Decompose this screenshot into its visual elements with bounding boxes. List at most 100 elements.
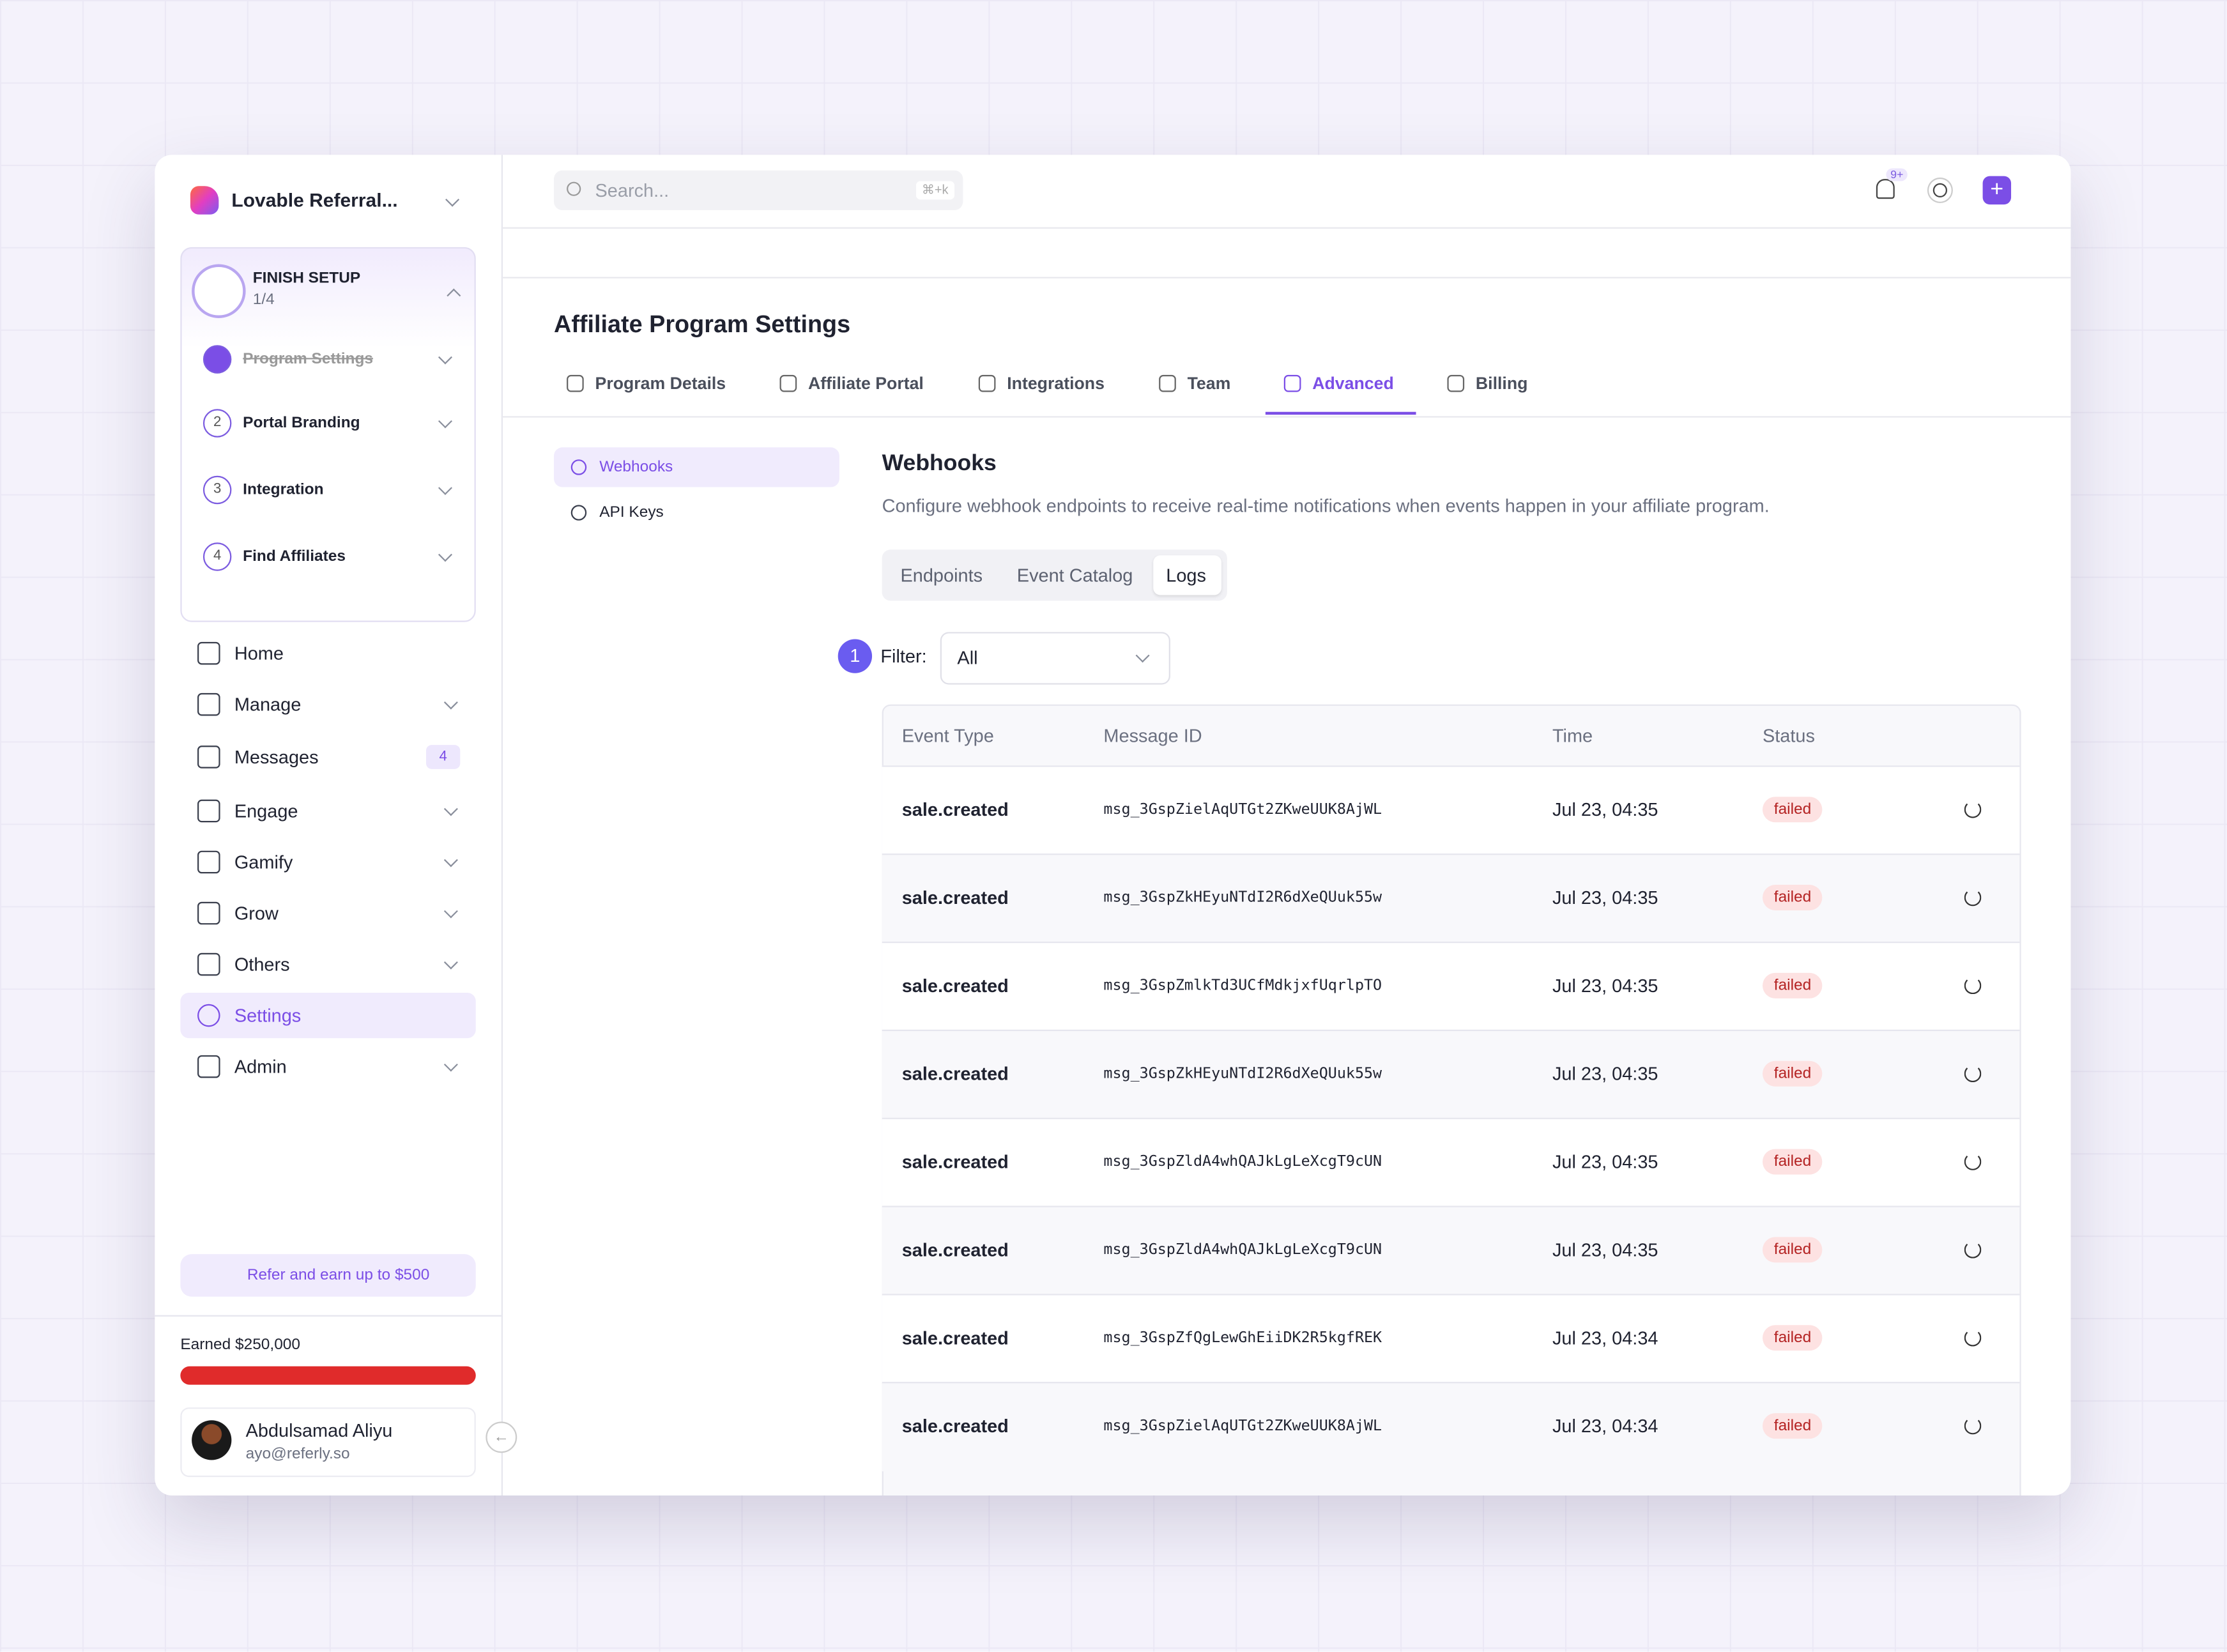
nav-badge: 4	[425, 745, 461, 769]
event-type: sale.created	[901, 1239, 1009, 1261]
time: Jul 23, 04:35	[1552, 1063, 1658, 1085]
workspace-name[interactable]: Lovable Referral...	[231, 189, 398, 211]
status-pill: failed	[1762, 885, 1823, 911]
message-id: msg_3GspZldA4whQAJkLgLeXcgT9cUN	[1103, 1241, 1382, 1258]
table-row	[882, 1029, 2020, 1119]
event-type: sale.created	[901, 1327, 1009, 1349]
nav-icon	[197, 901, 220, 925]
earned-bar	[180, 1366, 476, 1385]
subnav-active-bg	[554, 447, 839, 487]
divider	[501, 277, 2071, 279]
event-type: sale.created	[901, 1063, 1009, 1085]
status-pill: failed	[1762, 1413, 1823, 1439]
user-email: ayo@referly.so	[245, 1446, 350, 1463]
step-marker: 1	[838, 639, 873, 673]
time: Jul 23, 04:35	[1552, 1239, 1658, 1261]
segment[interactable]: Endpoints	[900, 564, 983, 586]
nav-label[interactable]: Grow	[234, 902, 279, 924]
table-row	[882, 1294, 2020, 1384]
step-number: 2	[203, 409, 232, 438]
nav-label[interactable]: Gamify	[234, 851, 293, 873]
page-title: Affiliate Program Settings	[554, 310, 851, 339]
retry-button[interactable]	[1964, 889, 1982, 906]
column-header: Status	[1762, 724, 1815, 747]
retry-button[interactable]	[1964, 1417, 1982, 1435]
theme-toggle[interactable]	[1932, 183, 1948, 198]
nav-label[interactable]: Engage	[234, 800, 298, 822]
retry-button[interactable]	[1964, 1065, 1982, 1083]
setup-progress: 1/4	[252, 291, 275, 309]
step-label[interactable]: Portal Branding	[243, 415, 360, 432]
column-header: Message ID	[1103, 724, 1202, 747]
filter-label: Filter:	[880, 645, 927, 667]
time: Jul 23, 04:35	[1552, 887, 1658, 908]
step-number: 4	[203, 542, 232, 571]
table-row	[882, 1205, 2020, 1296]
setup-title: FINISH SETUP	[252, 270, 361, 287]
nav-icon	[197, 692, 220, 716]
status-pill: failed	[1762, 1060, 1823, 1087]
message-id: msg_3GspZfQgLewGhEiiDK2R5kgfREK	[1103, 1329, 1382, 1347]
nav-label[interactable]: Home	[234, 642, 284, 664]
step-label[interactable]: Program Settings	[243, 351, 374, 368]
column-header: Time	[1552, 724, 1593, 747]
tab[interactable]: Integrations	[1007, 373, 1105, 394]
tab[interactable]: Team	[1187, 373, 1231, 394]
tab[interactable]: Billing	[1475, 373, 1528, 394]
add-button[interactable]: +	[1982, 176, 2012, 205]
nav-label[interactable]: Admin	[234, 1055, 287, 1078]
collapse-button[interactable]: ←	[486, 1421, 517, 1453]
segment[interactable]: Event Catalog	[1016, 564, 1133, 586]
section-description: Configure webhook endpoints to receive r…	[882, 494, 1770, 517]
nav-label[interactable]: Manage	[234, 694, 302, 715]
tab-icon	[779, 374, 797, 392]
retry-button[interactable]	[1964, 1153, 1982, 1170]
retry-button[interactable]	[1964, 1241, 1982, 1258]
subnav-item[interactable]: API Keys	[599, 504, 664, 521]
time: Jul 23, 04:35	[1552, 799, 1658, 820]
subnav-item[interactable]: Webhooks	[599, 459, 673, 476]
tab-underline	[1265, 411, 1416, 415]
message-id: msg_3GspZielAqUTGt2ZKweUUK8AjWL	[1103, 1417, 1382, 1435]
user-name: Abdulsamad Aliyu	[245, 1419, 393, 1441]
nav-label[interactable]: Settings	[234, 1004, 302, 1027]
tab[interactable]: Program Details	[595, 373, 726, 394]
event-type: sale.created	[901, 887, 1009, 908]
segment-active-bg	[1153, 555, 1221, 595]
message-id: msg_3GspZkHEyuNTdI2R6dXeQUuk55w	[1103, 1065, 1382, 1083]
filter-select[interactable]	[940, 632, 1170, 685]
tab-icon	[1159, 374, 1176, 392]
nav-icon	[197, 799, 220, 823]
earned-text: Earned $250,000	[180, 1336, 301, 1354]
table-row	[882, 941, 2020, 1032]
avatar	[192, 1420, 232, 1460]
user-card[interactable]	[180, 1407, 476, 1478]
step-check	[203, 345, 232, 374]
message-id: msg_3GspZmlkTd3UCfMdkjxfUqrlpTO	[1103, 977, 1382, 995]
nav-icon	[197, 746, 220, 769]
retry-button[interactable]	[1964, 800, 1982, 818]
message-id: msg_3GspZldA4whQAJkLgLeXcgT9cUN	[1103, 1153, 1382, 1170]
refer-button[interactable]	[180, 1254, 476, 1297]
step-label[interactable]: Integration	[243, 481, 324, 499]
nav-icon	[197, 952, 220, 976]
divider	[501, 227, 2071, 229]
bell-icon[interactable]	[1876, 179, 1895, 199]
refer-text: Refer and earn up to $500	[247, 1267, 430, 1284]
nav-label[interactable]: Others	[234, 953, 290, 975]
filter-value: All	[957, 646, 978, 669]
retry-button[interactable]	[1964, 977, 1982, 995]
status-pill: failed	[1762, 1237, 1823, 1263]
segment[interactable]: Logs	[1166, 564, 1206, 586]
event-type: sale.created	[901, 975, 1009, 997]
nav-label[interactable]: Messages	[234, 746, 319, 768]
retry-button[interactable]	[1964, 1329, 1982, 1347]
tab[interactable]: Advanced	[1312, 373, 1394, 394]
search-shortcut: ⌘+k	[915, 181, 954, 200]
nav-icon	[197, 1004, 220, 1027]
step-label[interactable]: Find Affiliates	[243, 548, 346, 565]
tab[interactable]: Affiliate Portal	[808, 373, 924, 394]
search-box[interactable]	[554, 170, 963, 211]
